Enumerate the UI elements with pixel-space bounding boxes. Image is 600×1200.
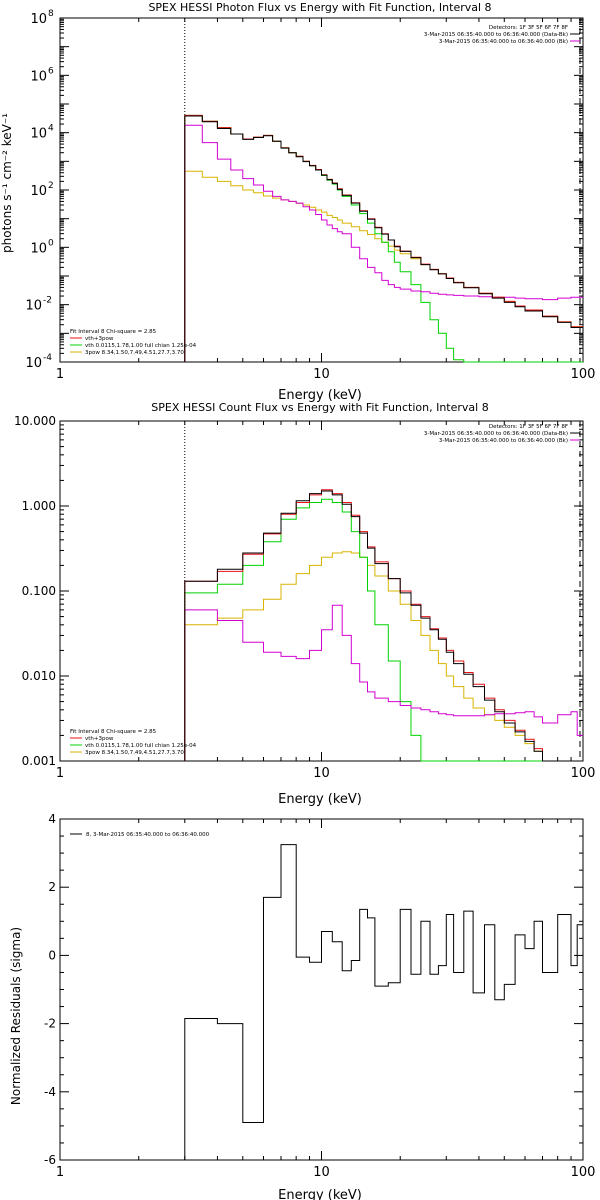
series-line-2 [184,604,583,761]
x-axis-label: Energy (keV) [278,1188,362,1200]
y-tick-label: 10 [30,12,47,27]
y-tick-label: 10.000 [14,414,56,428]
y-tick-label: 1.000 [22,499,56,513]
y-tick-label: 0.001 [22,754,56,768]
y-tick-label: 0.100 [22,584,56,598]
legend-line: 3pow 8.34,1.50,7.49,4.51,27.7,3.70 [85,750,184,756]
x-tick-label: 1 [56,766,64,781]
legend-line: Detectors: 1F 3F 5F 6F 7F 8F [489,25,568,31]
legend-top: Detectors: 1F 3F 5F 6F 7F 8F 3-Mar-2015 … [424,424,568,444]
x-tick-label: 1 [56,367,64,382]
y-tick-exponent: 6 [48,66,54,76]
y-tick-exponent: -4 [43,353,52,363]
legend-line: vth 0.0115,1.78,1.00 full chian 1.25e-04 [85,743,197,749]
legend-top: Detectors: 1F 3F 5F 6F 7F 8F 3-Mar-2015 … [424,25,568,45]
y-tick-exponent: 4 [48,124,54,134]
legend-line: Detectors: 1F 3F 5F 6F 7F 8F [489,424,568,430]
legend-line: 3-Mar-2015 06:35:40.000 to 06:36:40.000 … [439,39,568,45]
legend-line: 3-Mar-2015 06:35:40.000 to 06:36:40.000 … [424,431,568,437]
legend-line: 3pow 8.34,1.50,7.49,4.51,27.7,3.70 [85,350,184,356]
y-axis-label: Normalized Residuals (sigma) [9,927,23,1105]
x-tick-label: 10 [313,766,330,781]
y-tick-label: 10 [30,241,47,256]
panel-title: SPEX HESSI Photon Flux vs Energy with Fi… [148,1,491,14]
y-tick-label: 2 [48,880,56,894]
y-axis-label: photons s⁻¹ cm⁻² keV⁻¹ [0,113,14,253]
legend-line: 8, 3-Mar-2015 06:35:40.000 to 06:36:40.0… [86,832,210,838]
y-tick-label: -4 [44,1085,56,1099]
y-tick-label: 4 [48,812,56,826]
y-tick-exponent: 2 [48,181,54,191]
x-tick-label: 10 [313,1165,330,1180]
series-line-2 [184,124,583,362]
axes: 1 10 100 -6 -4 -2 0 2 4 [44,812,595,1180]
legend-line: vth 0.0115,1.78,1.00 full chian 1.25e-04 [85,343,197,349]
x-tick-label: 10 [313,367,330,382]
x-tick-label: 1 [56,1165,64,1180]
count-flux-panel: SPEX HESSI Count Flux vs Energy with Fit… [14,401,595,807]
x-axis-label: Energy (keV) [278,388,362,403]
y-tick-label: 10 [25,356,42,371]
series-line-4 [184,490,583,762]
y-tick-label: 0.010 [22,669,56,683]
y-tick-exponent: 8 [48,9,54,19]
series-line-0 [184,844,583,1160]
x-tick-label: 100 [571,766,596,781]
y-tick-label: 10 [30,69,47,84]
y-tick-label: 10 [30,184,47,199]
series-line-4 [184,115,583,362]
y-tick-label: -6 [44,1153,56,1167]
x-axis-label: Energy (keV) [278,792,362,807]
legend-line: vth+3pow [85,736,114,742]
y-tick-label: 10 [30,127,47,142]
legend-line: 3-Mar-2015 06:35:40.000 to 06:36:40.000 … [439,438,568,444]
series-marks [184,114,583,363]
series-marks [184,489,583,762]
y-tick-exponent: 0 [48,238,54,248]
x-tick-label: 100 [571,1165,596,1180]
panel-title: SPEX HESSI Count Flux vs Energy with Fit… [151,401,488,414]
legend-line: Fit Interval 8 Chi-square = 2.85 [70,329,157,335]
legend-bottom: Fit Interval 8 Chi-square = 2.85 vth+3po… [70,329,197,356]
y-tick-label: -2 [44,1017,56,1031]
photon-flux-panel: SPEX HESSI Photon Flux vs Energy with Fi… [0,1,595,403]
legend-bottom: Fit Interval 8 Chi-square = 2.85 vth+3po… [70,729,197,756]
legend-line: Fit Interval 8 Chi-square = 2.85 [70,729,157,735]
series-marks [184,844,583,1160]
x-tick-label: 100 [571,367,596,382]
legend-line: vth+3pow [85,336,114,342]
legend-line: 3-Mar-2015 06:35:40.000 to 06:36:40.000 … [424,32,568,38]
y-tick-label: 0 [48,948,56,962]
y-tick-exponent: -2 [43,296,52,306]
residuals-panel: Normalized Residuals (sigma) Energy (keV… [9,812,595,1200]
axes: 1 10 100 0.001 0.010 0.100 1.000 10.000 [14,414,595,781]
y-tick-label: 10 [25,299,42,314]
